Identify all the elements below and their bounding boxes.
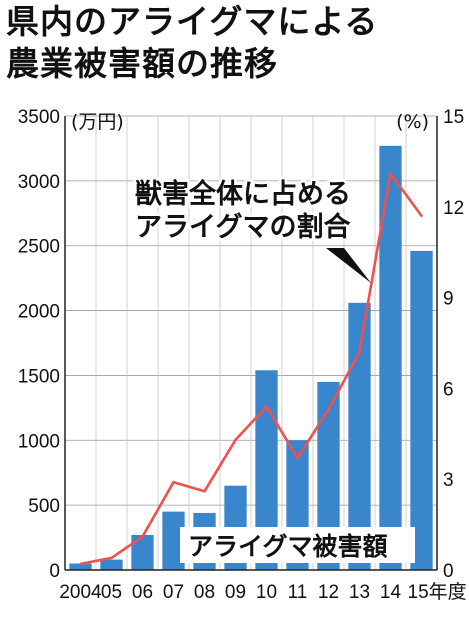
- left-tick-label: 500: [28, 496, 60, 517]
- line-point-12: [327, 408, 330, 411]
- left-tick-label: 3000: [18, 172, 60, 193]
- x-tick-label: 06: [132, 582, 153, 603]
- gridlines: [65, 115, 437, 570]
- bar-13: [348, 302, 371, 570]
- bar-15年度: [410, 250, 433, 570]
- right-axis-unit: (%): [396, 111, 429, 133]
- right-tick-label: 9: [443, 289, 454, 310]
- line-point-13: [358, 350, 361, 354]
- line-point-05: [110, 556, 113, 560]
- x-tick-label: 09: [225, 582, 246, 603]
- line-annotation-line-1: 獣害全体に占める: [135, 178, 351, 210]
- line-point-14: [389, 172, 392, 175]
- bar-10: [255, 370, 278, 570]
- line-point-15年度: [420, 214, 423, 218]
- line-point-07: [172, 481, 175, 484]
- left-tick-label: 0: [49, 561, 60, 582]
- left-tick-label: 2000: [18, 302, 60, 323]
- chart-title-line-1: 県内のアライグマによる: [6, 2, 379, 41]
- line-point-06: [141, 535, 144, 538]
- x-tick-label: 14: [380, 582, 402, 603]
- line-point-11: [296, 456, 299, 460]
- x-tick-label: 2004: [59, 582, 102, 603]
- x-tick-label: 13: [349, 582, 370, 603]
- line-point-09: [234, 438, 237, 442]
- x-tick-label: 07: [163, 582, 184, 603]
- tick-labels: 0 500 1000 1500 2000 2500 3000 3500 0 3 6 9 12 15 2004…: [18, 107, 467, 603]
- x-tick-label: 08: [194, 582, 215, 603]
- line-point-2004: [79, 562, 82, 566]
- bar-07: [162, 511, 185, 570]
- share-line: [80, 172, 423, 566]
- left-tick-label: 2500: [18, 237, 60, 258]
- x-tick-label: 15年度: [408, 581, 467, 603]
- line-series: [79, 172, 423, 566]
- bar-12: [317, 381, 340, 570]
- right-tick-label: 15: [443, 107, 464, 128]
- line-annotation-line-2: アライグマの割合: [135, 211, 350, 243]
- chart-title-line-2: 農業被害額の推移: [6, 44, 278, 83]
- line-point-10: [265, 405, 268, 408]
- x-tick-label: 12: [318, 582, 339, 603]
- right-tick-label: 3: [443, 470, 454, 491]
- right-tick-label: 0: [443, 561, 454, 582]
- bar-05: [100, 559, 123, 570]
- bar-14: [379, 145, 402, 570]
- bar-06: [131, 534, 154, 570]
- left-axis-unit: (万円): [71, 111, 124, 133]
- bar-2004: [69, 563, 92, 570]
- left-tick-label: 3500: [18, 107, 60, 128]
- axes: [64, 116, 438, 571]
- x-tick-label: 05: [101, 582, 122, 603]
- bar-series-label: アライグマ被害額: [188, 532, 388, 561]
- line-point-08: [203, 490, 206, 493]
- x-tick-label: 10: [256, 582, 277, 603]
- right-tick-label: 12: [443, 198, 464, 219]
- annotation-pointer: [326, 248, 371, 283]
- left-tick-label: 1000: [18, 431, 60, 452]
- left-tick-label: 1500: [18, 366, 60, 387]
- right-tick-label: 6: [443, 379, 454, 400]
- bar-label-box: [180, 527, 415, 563]
- x-tick-label: 11: [288, 582, 308, 603]
